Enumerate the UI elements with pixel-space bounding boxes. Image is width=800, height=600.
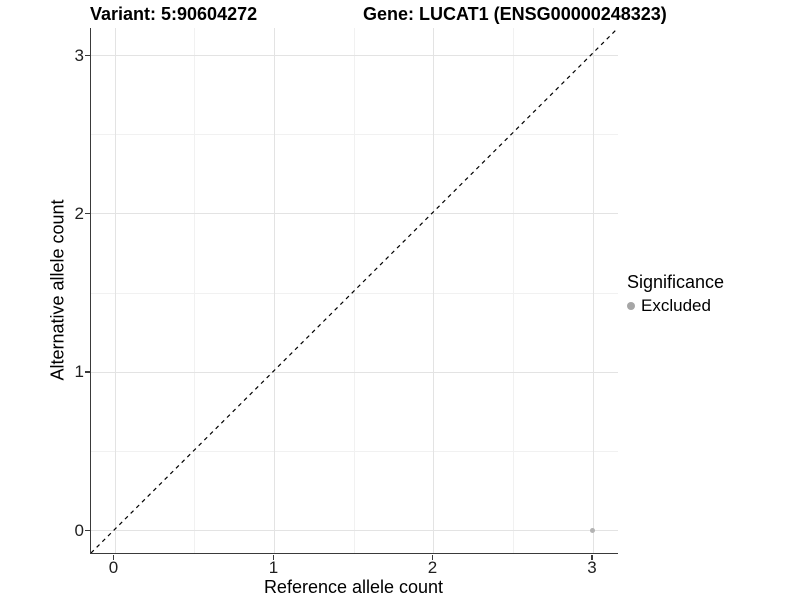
- gridline-major-y-3: [91, 55, 618, 56]
- y-tick-label-0: 0: [74, 520, 84, 540]
- legend-item-excluded: Excluded: [627, 296, 724, 316]
- plot-panel: [90, 28, 618, 554]
- gridline-minor-x-2.5: [513, 28, 514, 553]
- gridline-major-y-0: [91, 530, 618, 531]
- legend-item-label: Excluded: [641, 296, 711, 315]
- x-tick-label-0: 0: [108, 558, 119, 577]
- x-tick-label-3: 3: [587, 558, 597, 577]
- x-tick-0: [112, 555, 114, 560]
- y-tick-0: [85, 529, 90, 531]
- legend: Significance Excluded: [627, 272, 724, 316]
- gridline-minor-x-1.5: [353, 28, 355, 553]
- y-tick-2: [85, 212, 90, 214]
- gridline-minor-x-0.5: [194, 28, 195, 553]
- gridline-major-y-1: [91, 371, 618, 373]
- x-axis-title: Reference allele count: [263, 577, 444, 597]
- gene-title: Gene: LUCAT1 (ENSG00000248323): [363, 4, 667, 24]
- x-tick-1: [272, 555, 274, 560]
- gridline-major-x-3: [592, 28, 594, 553]
- y-tick-3: [85, 54, 90, 56]
- gridline-major-x-2: [433, 28, 434, 553]
- data-point-excluded: [590, 527, 595, 533]
- gridline-major-x-1: [274, 28, 275, 553]
- y-tick-label-1: 1: [74, 362, 84, 381]
- x-tick-2: [431, 555, 433, 560]
- x-tick-label-2: 2: [427, 558, 438, 577]
- gridline-minor-y-0.5: [91, 451, 618, 452]
- gridline-major-y-2: [91, 213, 618, 214]
- gridline-minor-y-2.5: [91, 134, 618, 135]
- y-axis-title: Alternative allele count: [47, 199, 68, 381]
- excluded-point-icon: [627, 302, 635, 310]
- variant-title: Variant: 5:90604272: [90, 4, 258, 24]
- identity-dashed-line: [91, 28, 618, 553]
- x-tick-label-1: 1: [268, 558, 279, 577]
- gridline-major-x-0: [114, 28, 116, 553]
- y-tick-label-3: 3: [74, 45, 84, 65]
- gridline-minor-y-1.5: [91, 292, 618, 294]
- y-tick-label-2: 2: [74, 203, 84, 223]
- y-tick-1: [85, 371, 90, 373]
- x-tick-3: [591, 555, 593, 560]
- legend-title: Significance: [627, 272, 725, 292]
